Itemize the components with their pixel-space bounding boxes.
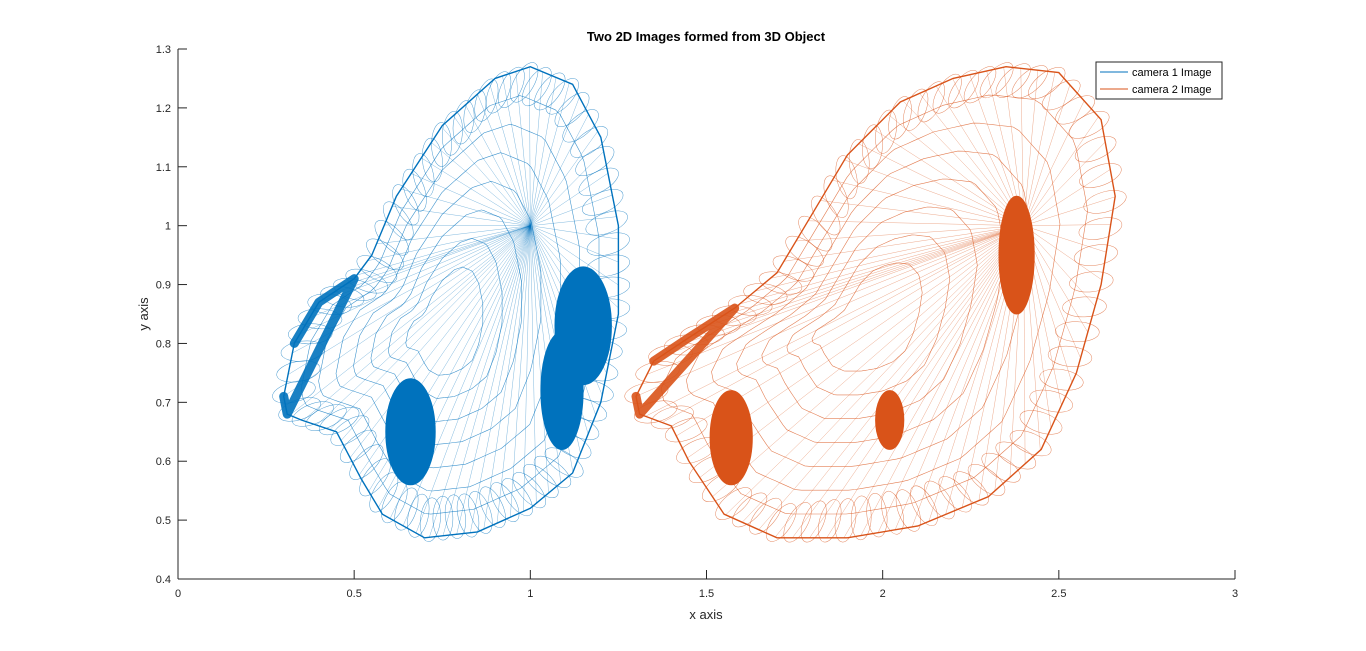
y-tick-label: 0.4 xyxy=(156,574,171,586)
y-tick-label: 1 xyxy=(165,221,171,233)
y-axis-label: y axis xyxy=(136,297,151,331)
legend-label-camera-2: camera 2 Image xyxy=(1132,84,1211,96)
y-tick-label: 1.3 xyxy=(156,44,171,56)
x-tick-label: 2.5 xyxy=(1051,588,1066,600)
y-tick-label: 0.6 xyxy=(156,456,171,468)
chart-title: Two 2D Images formed from 3D Object xyxy=(587,29,826,44)
x-tick-label: 2 xyxy=(880,588,886,600)
x-tick-label: 0 xyxy=(175,588,181,600)
legend[interactable]: camera 1 Image camera 2 Image xyxy=(1096,62,1222,99)
x-tick-label: 3 xyxy=(1232,588,1238,600)
legend-label-camera-1: camera 1 Image xyxy=(1132,67,1211,79)
series-dense-blob xyxy=(555,267,611,385)
y-tick-label: 0.7 xyxy=(156,397,171,409)
x-tick-label: 1.5 xyxy=(699,588,714,600)
y-tick-label: 1.2 xyxy=(156,103,171,115)
x-tick-label: 1 xyxy=(527,588,533,600)
x-axis-label: x axis xyxy=(689,607,723,622)
y-tick-label: 1.1 xyxy=(156,162,171,174)
y-tick-label: 0.8 xyxy=(156,338,171,350)
y-tick-label: 0.5 xyxy=(156,515,171,527)
series-dense-blob xyxy=(999,196,1034,314)
series-dense-blob xyxy=(876,391,904,450)
y-tick-label: 0.9 xyxy=(156,280,171,292)
series-dense-blob xyxy=(710,391,752,485)
series-dense-blob xyxy=(386,379,435,485)
x-tick-label: 0.5 xyxy=(347,588,362,600)
